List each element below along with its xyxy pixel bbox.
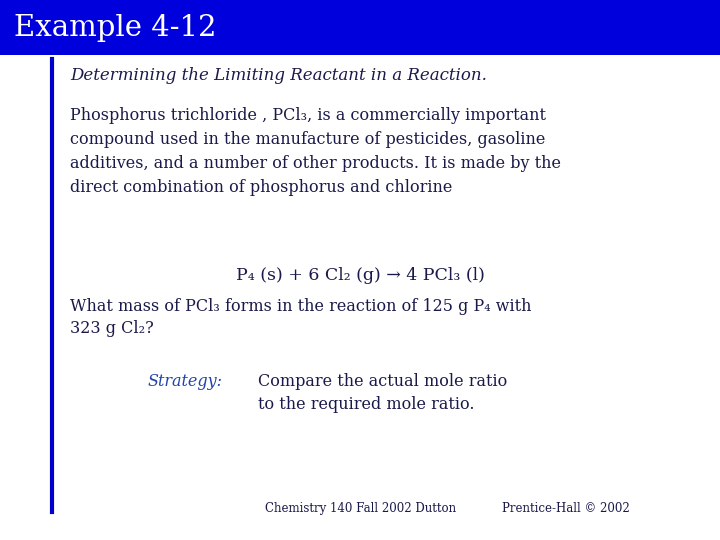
Text: to the required mole ratio.: to the required mole ratio.	[258, 396, 474, 413]
Text: Prentice-Hall © 2002: Prentice-Hall © 2002	[503, 502, 630, 515]
Text: Compare the actual mole ratio: Compare the actual mole ratio	[258, 373, 508, 390]
Text: What mass of PCl₃ forms in the reaction of 125 g P₄ with: What mass of PCl₃ forms in the reaction …	[70, 298, 531, 315]
Text: Phosphorus trichloride , PCl₃, is a commercially important
compound used in the : Phosphorus trichloride , PCl₃, is a comm…	[70, 107, 561, 197]
Text: Example 4-12: Example 4-12	[14, 14, 217, 42]
Text: 323 g Cl₂?: 323 g Cl₂?	[70, 320, 154, 337]
FancyBboxPatch shape	[0, 0, 720, 55]
Text: Determining the Limiting Reactant in a Reaction.: Determining the Limiting Reactant in a R…	[70, 67, 487, 84]
Text: P₄ (s) + 6 Cl₂ (g) → 4 PCl₃ (l): P₄ (s) + 6 Cl₂ (g) → 4 PCl₃ (l)	[235, 267, 485, 284]
Text: Strategy:: Strategy:	[148, 373, 223, 390]
Text: Chemistry 140 Fall 2002 Dutton: Chemistry 140 Fall 2002 Dutton	[265, 502, 456, 515]
